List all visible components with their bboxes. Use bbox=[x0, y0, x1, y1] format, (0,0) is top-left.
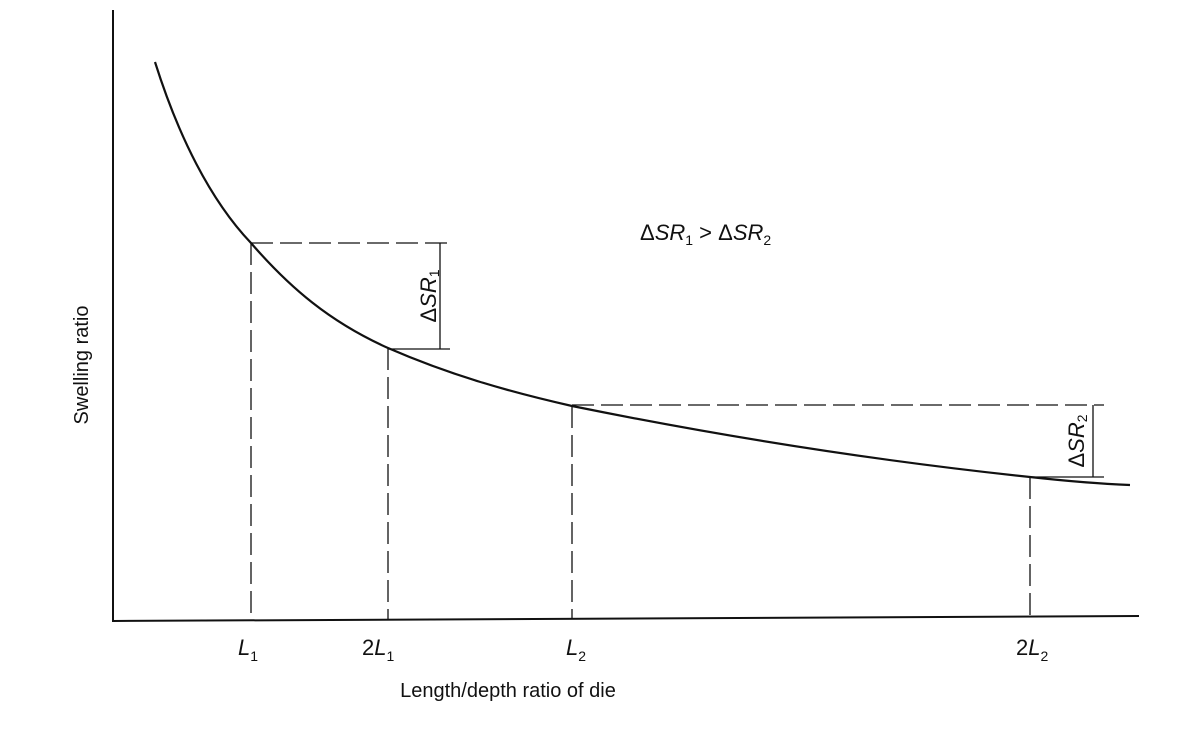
x-tick-label-l2: L2 bbox=[566, 635, 586, 664]
x-tick-label-l1: L1 bbox=[238, 635, 258, 664]
relation-annotation: ΔSR1 > ΔSR2 bbox=[640, 220, 771, 248]
delta-sr2-label: ΔSR2 bbox=[1064, 414, 1090, 467]
x-tick-label-2l1: 2L1 bbox=[362, 635, 395, 664]
delta-sr1-label: ΔSR1 bbox=[416, 269, 442, 322]
x-tick-label-2l2: 2L2 bbox=[1016, 635, 1049, 664]
x-axis bbox=[112, 615, 1140, 622]
swelling-curve bbox=[153, 61, 1131, 487]
y-axis-label: Swelling ratio bbox=[71, 306, 93, 425]
x-axis-label: Length/depth ratio of die bbox=[400, 680, 616, 702]
